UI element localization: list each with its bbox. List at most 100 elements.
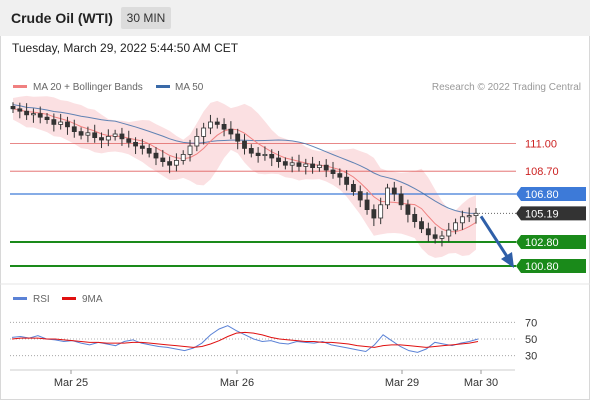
ma50-legend-swatch <box>156 85 170 88</box>
candle-bullish <box>85 132 91 136</box>
forecast-arrow <box>479 215 514 268</box>
candle-bullish <box>112 133 118 137</box>
candle-bearish <box>344 176 350 185</box>
candle-bullish <box>466 215 472 218</box>
chart-timestamp: Tuesday, March 29, 2022 5:44:50 AM CET <box>12 41 239 55</box>
candle-bearish <box>119 133 125 140</box>
candle-bearish <box>160 157 166 162</box>
rsi-ma-legend-label: 9MA <box>82 294 103 305</box>
candle-bullish <box>459 216 465 224</box>
candle-bearish <box>310 163 316 168</box>
rsi-legend-label: RSI <box>33 294 50 305</box>
last-price-tag <box>516 206 586 221</box>
ma20-legend-label: MA 20 + Bollinger Bands <box>33 82 143 93</box>
level-tag-102.80 <box>516 235 586 249</box>
candle-bearish <box>51 119 57 125</box>
candle-bullish <box>173 159 179 166</box>
candle-bearish <box>330 169 336 174</box>
candle-bearish <box>364 199 370 210</box>
chart-header: Crude Oil (WTI) 30 MIN <box>0 0 590 36</box>
candle-bearish <box>351 183 356 192</box>
candle-bullish <box>194 135 200 147</box>
candle-bearish <box>425 228 431 236</box>
time-axis: Mar 25 Mar 26 Mar 29 Mar 30 <box>54 370 498 389</box>
candle-bearish <box>255 152 261 156</box>
level-labels: 111.00 108.70 106.80 102.80 100.80 105.19 <box>516 139 586 273</box>
candle-bullish <box>187 145 193 155</box>
time-tick-label: Mar 26 <box>220 377 254 389</box>
level-label-106.80: 106.80 <box>525 189 559 201</box>
candle-bearish <box>398 193 404 206</box>
candle-bearish <box>432 234 438 239</box>
bollinger-bands <box>13 95 476 258</box>
candle-bearish <box>391 187 397 195</box>
time-tick-label: Mar 29 <box>385 377 419 389</box>
candle-bullish <box>303 163 309 167</box>
candle-bearish <box>412 213 418 222</box>
candle-bullish <box>316 164 322 168</box>
candle-bearish <box>71 126 77 133</box>
ma50-legend-label: MA 50 <box>175 82 204 93</box>
candle-bearish <box>44 116 50 120</box>
candle-bearish <box>221 124 227 130</box>
candle-bearish <box>419 221 424 230</box>
rsi-ma-legend-swatch <box>62 297 76 300</box>
level-tag-100.80 <box>516 259 586 273</box>
copyright-notice: Research © 2022 Trading Central <box>432 82 581 93</box>
instrument-title: Crude Oil (WTI) <box>11 10 113 26</box>
level-tag-106.80 <box>516 187 586 201</box>
candle-bullish <box>289 162 295 166</box>
rsi-level-label-50: 50 <box>525 334 537 346</box>
candle-bearish <box>357 191 363 201</box>
candle-bearish <box>296 162 302 167</box>
candle-bullish <box>180 153 186 161</box>
candle-bearish <box>269 153 275 159</box>
candle-bearish <box>37 113 43 118</box>
rsi-legend-swatch <box>13 297 27 300</box>
candle-bullish <box>378 204 384 219</box>
candle-bearish <box>371 209 377 219</box>
candle-bearish <box>153 152 159 159</box>
candle-bullish <box>473 212 479 217</box>
key-levels <box>10 143 516 267</box>
candle-bearish <box>248 147 254 154</box>
rsi-level-label-30: 30 <box>525 351 537 363</box>
candle-bearish <box>10 106 16 110</box>
level-label-102.80: 102.80 <box>525 237 559 249</box>
candle-bullish <box>446 229 452 237</box>
candle-bearish <box>235 133 241 142</box>
candle-bullish <box>201 127 207 137</box>
rsi-line <box>11 325 479 353</box>
bollinger-band-area <box>13 95 476 258</box>
candle-bearish <box>24 110 30 116</box>
candle-bearish <box>242 140 247 149</box>
level-label-108.70: 108.70 <box>525 166 559 178</box>
rsi-ma-line <box>11 331 479 348</box>
candle-bearish <box>133 141 138 147</box>
candle-bearish <box>228 128 234 135</box>
candle-bearish <box>337 173 343 178</box>
rsi-level-label-70: 70 <box>525 317 537 329</box>
level-label-100.80: 100.80 <box>525 261 559 273</box>
candle-bearish <box>78 131 84 136</box>
candle-bullish <box>58 121 64 125</box>
candle-bullish <box>262 153 268 156</box>
candle-bearish <box>214 121 220 125</box>
time-tick-label: Mar 25 <box>54 377 88 389</box>
candle-bearish <box>276 157 281 162</box>
candle-bullish <box>385 187 390 206</box>
candle-bullish <box>31 113 36 116</box>
rsi-panel: 70 50 30 <box>10 317 537 363</box>
candle-bearish <box>405 204 411 215</box>
candle-bullish <box>439 235 445 239</box>
candle-bearish <box>92 132 98 139</box>
time-tick-label: Mar 30 <box>464 377 498 389</box>
candle-bearish <box>126 138 132 143</box>
candlesticks <box>10 102 479 247</box>
candle-bullish <box>208 121 213 129</box>
candle-bearish <box>17 108 23 112</box>
timeframe-badge[interactable]: 30 MIN <box>121 7 171 29</box>
candle-bearish <box>323 164 329 171</box>
candle-bearish <box>65 121 70 128</box>
